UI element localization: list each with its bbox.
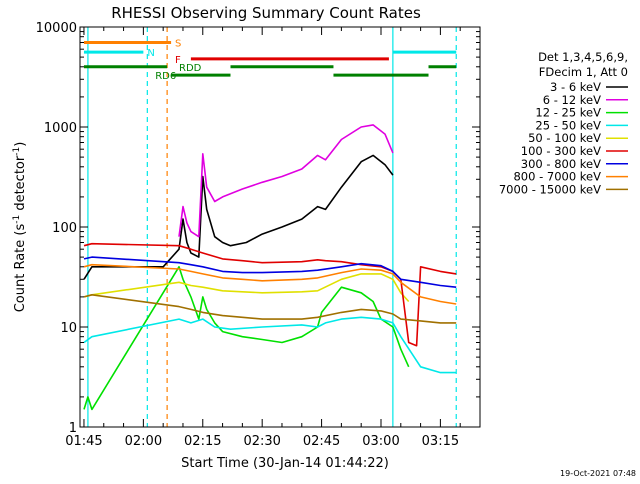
y-axis-label-sup1: -1 [12,215,22,224]
y-axis-label-part1: Count Rate (s [13,224,28,313]
series-line-12-25-kev [83,265,410,411]
y-tick-label: 100 [52,221,77,236]
timestamp: 19-Oct-2021 07:48 [560,469,636,478]
chart-title: RHESSI Observing Summary Count Rates [111,4,421,22]
flag-label-f: F [175,55,181,66]
legend-label-800-7000-kev: 800 - 7000 keV [513,170,601,184]
series-line-6-12-kev [178,124,394,238]
y-tick-label: 1 [69,421,77,436]
y-tick-label: 10000 [36,21,77,36]
legend-header-line2: FDecim 1, Att 0 [539,65,628,79]
legend-header-line1: Det 1,3,4,5,6,9, [538,50,628,64]
series-line-50-100-kev [83,273,410,303]
x-tick-label: 01:45 [65,434,102,449]
x-tick-label: 03:15 [422,434,459,449]
legend-label-300-800-kev: 300 - 800 keV [521,157,601,171]
series-line-100-300-kev [83,242,457,347]
x-axis-label: Start Time (30-Jan-14 01:44:22) [181,456,389,471]
y-axis-label-sup2: -1 [12,147,22,156]
flag-label-rdd: RDD [179,63,202,74]
y-axis: 1 10 100 1000 10000 [36,21,480,436]
flag-label-n: N [147,48,154,59]
x-tick-label: 02:30 [243,434,280,449]
series-line-300-800-kev [83,256,457,288]
legend-label-12-25-kev: 12 - 25 keV [535,106,601,120]
series-line-25-50-kev [83,316,457,374]
x-tick-label: 02:15 [184,434,221,449]
y-axis-label-part2: detector [13,155,28,215]
series-layer [83,124,457,411]
series-line-7000-15000-kev [83,293,457,324]
series-line-800-7000-kev [83,263,457,305]
legend: Det 1,3,4,5,6,9, FDecim 1, Att 0 3 - 6 k… [499,50,628,196]
y-axis-label: Count Rate (s-1 detector-1) [12,142,28,313]
legend-label-25-50-kev: 25 - 50 keV [535,118,601,132]
flag-label-rd6: RD6 [155,71,176,82]
legend-label-50-100-kev: 50 - 100 keV [528,131,601,145]
x-tick-label: 02:00 [125,434,162,449]
x-tick-label: 02:45 [303,434,340,449]
legend-label-3-6-kev: 3 - 6 keV [550,80,601,94]
marker-lines [87,27,457,427]
legend-label-100-300-kev: 100 - 300 keV [521,144,601,158]
legend-label-7000-15000-kev: 7000 - 15000 keV [499,182,601,196]
flag-label-s: S [175,38,181,49]
x-axis: 01:45 02:00 02:15 02:30 02:45 03:00 03:15 [65,27,481,449]
series-line-3-6-kev [83,154,394,280]
x-tick-label: 03:00 [362,434,399,449]
legend-label-6-12-kev: 6 - 12 keV [543,93,601,107]
y-tick-label: 10 [60,321,77,336]
y-tick-label: 1000 [44,121,77,136]
y-axis-label-part3: ) [13,142,28,147]
